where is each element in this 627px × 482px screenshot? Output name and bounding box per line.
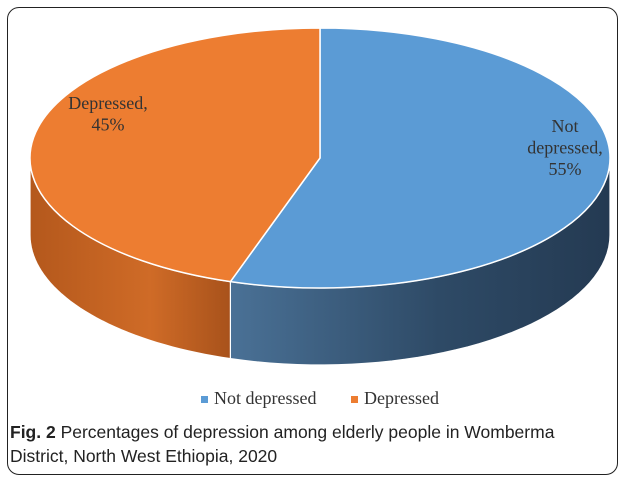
pie-data-labels: Not depressed, 55% Depressed, 45% [68,93,602,179]
figure-label: Fig. 2 [10,422,56,442]
slice-depressed [29,27,321,283]
legend-label-not-depressed: Not depressed [214,388,316,408]
chart-legend: Not depressed Depressed [201,388,439,408]
figure-caption: Fig. 2 Percentages of depression among e… [10,420,610,468]
legend-swatch-not-depressed [201,396,208,403]
data-label-not-depressed: Not depressed, 55% [527,116,602,179]
pie-chart: Not depressed, 55% Depressed, 45% Not depres… [29,27,611,408]
legend-label-depressed: Depressed [364,388,439,408]
legend-swatch-depressed [351,396,358,403]
data-label-depressed: Depressed, 45% [68,93,147,135]
figure-caption-text: Percentages of depression among elderly … [10,422,555,466]
pie-slices [29,27,611,289]
slice-not-depressed [229,27,611,289]
